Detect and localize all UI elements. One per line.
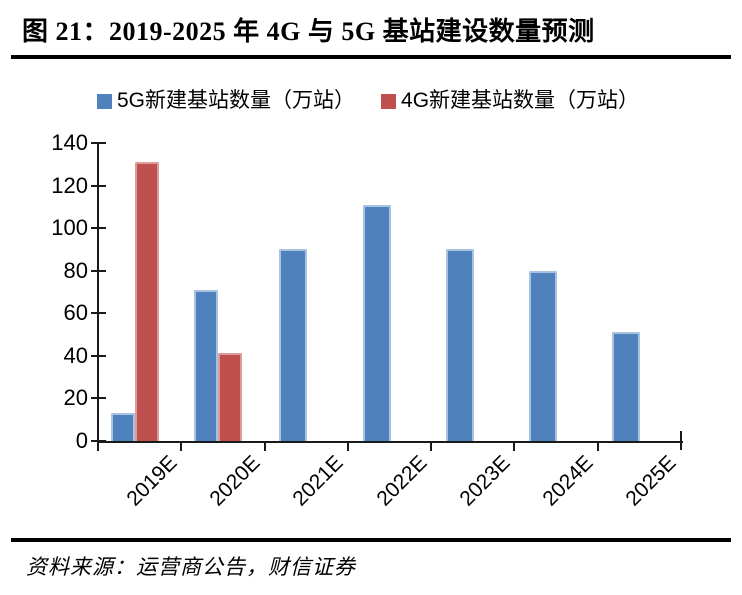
x-axis-tick <box>430 442 433 451</box>
x-axis-tick <box>180 442 183 451</box>
y-axis-tick <box>91 397 106 399</box>
legend-item-5g: 5G新建基站数量（万站） <box>97 90 355 112</box>
y-axis-label: 80 <box>63 257 88 283</box>
legend-item-4g: 4G新建基站数量（万站） <box>381 90 639 112</box>
y-axis-label: 0 <box>75 427 88 453</box>
y-axis-tick <box>91 142 106 144</box>
y-axis-label: 120 <box>51 172 88 198</box>
figure-title: 图 21：2019-2025 年 4G 与 5G 基站建设数量预测 <box>22 17 595 46</box>
x-axis-tick <box>97 442 99 451</box>
y-axis-tick <box>91 184 106 187</box>
bar-4g-2020e <box>217 353 242 441</box>
y-axis-tick <box>91 269 106 272</box>
y-axis-label: 20 <box>63 385 88 410</box>
y-axis-label: 40 <box>63 342 88 368</box>
chart-legend: 5G新建基站数量（万站） 4G新建基站数量（万站） <box>97 90 639 112</box>
legend-swatch-5g-icon <box>97 93 112 109</box>
bar-5g-2020e <box>193 289 218 441</box>
y-axis-tick <box>91 312 106 314</box>
bar-5g-2025e <box>612 332 641 441</box>
y-axis-label: 140 <box>51 130 88 155</box>
x-axis-tick <box>596 442 599 451</box>
bar-5g-2022e <box>362 204 391 441</box>
x-axis-tick <box>680 430 682 450</box>
legend-label-5g: 5G新建基站数量（万站） <box>117 89 356 112</box>
data-source-note: 资料来源：运营商公告，财信证券 <box>26 555 356 579</box>
bar-5g-2021e <box>279 249 308 441</box>
footer-divider-line <box>11 538 731 542</box>
y-axis-tick <box>91 227 106 229</box>
x-axis-tick <box>346 442 349 451</box>
y-axis-tick <box>91 354 106 357</box>
legend-swatch-4g-icon <box>381 93 397 109</box>
y-axis-tick <box>91 439 106 442</box>
y-axis-label: 100 <box>51 215 88 240</box>
bar-5g-2024e <box>529 270 558 441</box>
legend-label-4g: 4G新建基站数量（万站） <box>401 89 640 112</box>
y-axis-label: 60 <box>63 300 88 325</box>
title-divider-line <box>11 55 731 59</box>
bar-5g-2023e <box>445 249 474 441</box>
bar-4g-2019e <box>134 162 159 441</box>
bar-5g-2019e <box>110 412 135 441</box>
x-axis-tick <box>513 442 516 451</box>
x-axis-tick <box>263 442 266 451</box>
x-axis-line <box>96 440 683 443</box>
y-axis-line <box>96 143 99 443</box>
